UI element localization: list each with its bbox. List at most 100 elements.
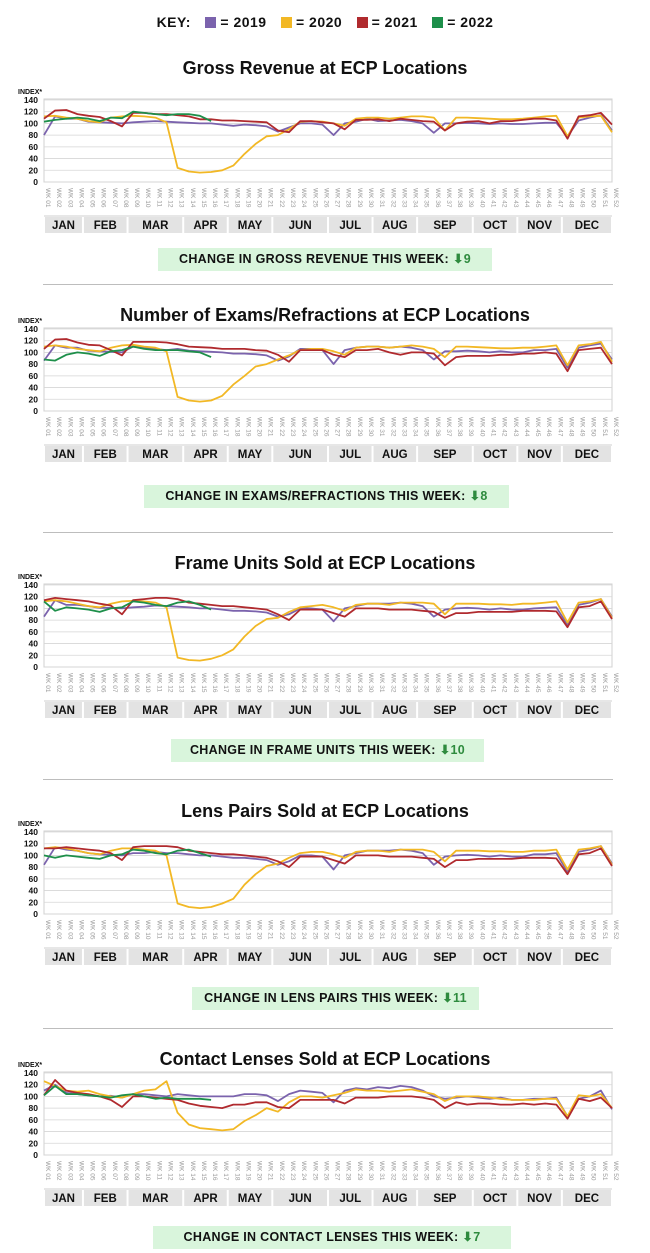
x-tick-label: WK 17 xyxy=(222,417,229,437)
x-tick-label: WK 23 xyxy=(289,673,296,693)
month-label: NOV xyxy=(527,449,552,461)
month-band xyxy=(562,702,611,718)
x-tick-label: WK 40 xyxy=(478,417,485,437)
x-tick-label: WK 49 xyxy=(579,1161,586,1181)
x-tick-label: WK 31 xyxy=(378,673,385,693)
x-tick-label: WK 46 xyxy=(545,920,552,940)
x-tick-label: WK 11 xyxy=(155,188,162,207)
month-band xyxy=(518,949,561,965)
month-band xyxy=(83,217,127,233)
chart-title: Contact Lenses Sold at ECP Locations xyxy=(159,1049,491,1069)
x-tick-label: WK 37 xyxy=(445,417,452,437)
y-tick-label: 80 xyxy=(29,130,39,140)
x-tick-label: WK 38 xyxy=(456,417,463,437)
change-value: 10 xyxy=(450,743,465,757)
y-tick-label: 20 xyxy=(29,1138,39,1148)
month-label: AUG xyxy=(382,952,408,964)
month-label: NOV xyxy=(527,705,552,717)
y-tick-label: 60 xyxy=(29,874,39,884)
x-tick-label: WK 40 xyxy=(478,1161,485,1181)
month-label: MAY xyxy=(238,705,263,717)
month-band xyxy=(329,949,372,965)
x-tick-label: WK 31 xyxy=(378,188,385,208)
month-band xyxy=(45,949,82,965)
x-tick-label: WK 11 xyxy=(155,673,162,692)
x-tick-label: WK 09 xyxy=(133,673,140,693)
month-band xyxy=(473,1190,517,1206)
month-band xyxy=(45,1190,82,1206)
key-entry-2022: = 2022 xyxy=(432,14,493,30)
month-band xyxy=(228,949,272,965)
x-tick-label: WK 02 xyxy=(55,673,62,693)
x-tick-label: WK 28 xyxy=(345,920,352,940)
month-label: AUG xyxy=(382,449,408,461)
y-axis-label: INDEX* xyxy=(18,1062,43,1069)
month-band xyxy=(518,446,561,462)
month-label: JUN xyxy=(289,1193,312,1205)
x-tick-label: WK 41 xyxy=(489,673,496,693)
x-tick-label: WK 07 xyxy=(111,188,118,208)
month-band xyxy=(128,1190,183,1206)
x-tick-label: WK 44 xyxy=(523,920,530,940)
x-tick-label: WK 44 xyxy=(523,1161,530,1181)
month-band xyxy=(373,949,417,965)
x-tick-label: WK 14 xyxy=(189,920,196,940)
x-tick-label: WK 41 xyxy=(489,920,496,940)
x-tick-label: WK 50 xyxy=(590,417,597,437)
change-label: CHANGE IN EXAMS/REFRACTIONS THIS WEEK: xyxy=(165,489,466,503)
month-label: APR xyxy=(193,1193,218,1205)
y-tick-label: 120 xyxy=(24,336,38,346)
y-tick-label: 120 xyxy=(24,1080,38,1090)
x-tick-label: WK 21 xyxy=(267,1161,274,1181)
y-tick-label: 140 xyxy=(24,95,38,105)
x-tick-label: WK 47 xyxy=(556,1161,563,1181)
x-tick-label: WK 21 xyxy=(267,417,274,437)
y-tick-label: 120 xyxy=(24,592,38,602)
month-band xyxy=(128,949,183,965)
chart-title: Lens Pairs Sold at ECP Locations xyxy=(181,801,469,821)
x-tick-label: WK 46 xyxy=(545,188,552,208)
x-tick-label: WK 38 xyxy=(456,1161,463,1181)
x-tick-label: WK 26 xyxy=(322,920,329,940)
month-label: MAR xyxy=(142,1193,169,1205)
x-tick-label: WK 39 xyxy=(467,188,474,208)
month-label: DEC xyxy=(575,449,599,461)
swatch-2020 xyxy=(280,17,292,28)
x-tick-label: WK 14 xyxy=(189,673,196,693)
month-band xyxy=(83,702,127,718)
x-tick-label: WK 18 xyxy=(233,417,240,437)
x-tick-label: WK 46 xyxy=(545,673,552,693)
month-band xyxy=(45,446,82,462)
chart-panel-gross-revenue: Gross Revenue at ECP Locations INDEX* 0 2… xyxy=(0,58,650,288)
x-tick-label: WK 36 xyxy=(434,1161,441,1181)
y-tick-label: 20 xyxy=(29,394,39,404)
x-tick-label: WK 14 xyxy=(189,1161,196,1181)
series-line-2021 xyxy=(43,597,613,629)
x-tick-label: WK 18 xyxy=(233,1161,240,1181)
y-tick-label: 40 xyxy=(29,1127,39,1137)
legend-key: KEY: = 2019 = 2020 = 2021 = 2022 xyxy=(0,14,650,30)
x-tick-label: WK 18 xyxy=(233,920,240,940)
x-tick-label: WK 49 xyxy=(579,188,586,208)
x-tick-label: WK 10 xyxy=(144,417,151,437)
month-band xyxy=(518,217,561,233)
x-tick-label: WK 10 xyxy=(144,673,151,693)
x-tick-label: WK 12 xyxy=(167,1161,174,1181)
month-label: MAY xyxy=(238,220,263,232)
month-label: OCT xyxy=(483,705,507,717)
x-tick-label: WK 01 xyxy=(44,1161,51,1181)
x-tick-label: WK 38 xyxy=(456,673,463,693)
month-band xyxy=(562,446,611,462)
series-line-2022 xyxy=(43,848,212,860)
x-tick-label: WK 35 xyxy=(423,417,430,437)
change-badge: CHANGE IN GROSS REVENUE THIS WEEK: ⬇9 xyxy=(158,248,492,271)
month-band xyxy=(373,446,417,462)
month-label: JUL xyxy=(339,220,361,232)
x-tick-label: WK 31 xyxy=(378,1161,385,1181)
month-band xyxy=(562,949,611,965)
x-tick-label: WK 37 xyxy=(445,920,452,940)
x-tick-label: WK 01 xyxy=(44,920,51,940)
x-tick-label: WK 47 xyxy=(556,188,563,208)
